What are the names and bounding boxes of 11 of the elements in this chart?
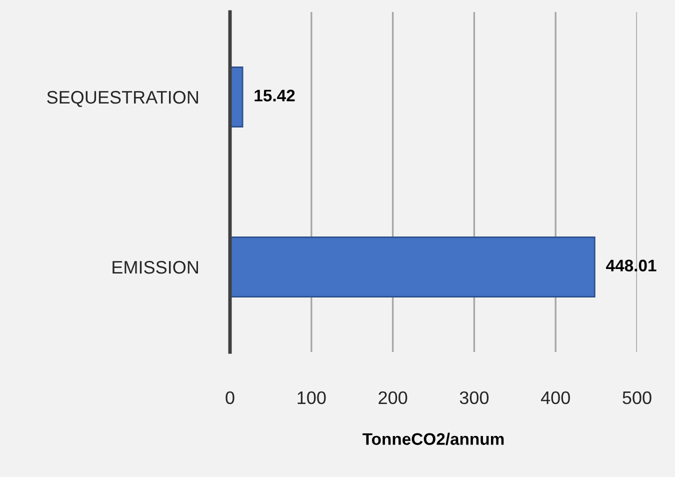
- x-tick-label: 300: [460, 391, 489, 404]
- x-tick-label: 0: [226, 391, 234, 404]
- data-label: 15.42: [254, 90, 295, 102]
- x-tick-label: 200: [378, 391, 408, 404]
- x-tick-label: 500: [622, 391, 652, 404]
- y-tick-label: SEQUESTRATION: [47, 90, 198, 107]
- data-label: 448.01: [606, 260, 656, 272]
- y-tick-label: EMISSION: [112, 260, 198, 274]
- x-axis-title: TonneCO2/annum: [362, 432, 504, 446]
- x-tick-label: 100: [298, 391, 326, 404]
- x-tick-label: 400: [540, 391, 570, 404]
